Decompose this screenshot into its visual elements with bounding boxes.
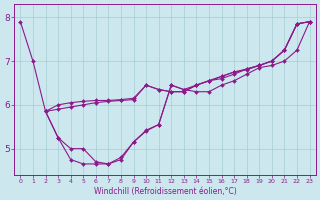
X-axis label: Windchill (Refroidissement éolien,°C): Windchill (Refroidissement éolien,°C) xyxy=(93,187,236,196)
